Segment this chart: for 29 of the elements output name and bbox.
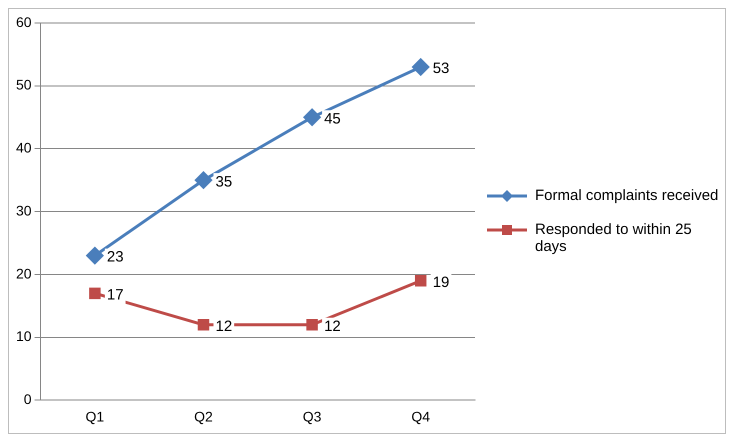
data-label: 35	[215, 173, 232, 190]
data-label: 45	[324, 110, 341, 128]
legend-label: Responded to within 25 days	[535, 221, 693, 255]
point	[198, 319, 210, 331]
y-tick-label: 20	[16, 265, 32, 282]
point	[89, 288, 101, 300]
point	[414, 275, 426, 286]
point	[86, 247, 104, 264]
legend-label: Formal complaints received	[535, 187, 718, 204]
x-tick-label: Q1	[86, 408, 104, 424]
y-tick-label: 60	[16, 14, 32, 30]
x-tick-label: Q2	[194, 408, 214, 424]
y-tick-label: 40	[16, 140, 32, 156]
data-label: 12	[215, 318, 232, 335]
x-tick-label: Q4	[411, 408, 430, 424]
data-label: 19	[432, 274, 450, 291]
y-tick-label: 50	[16, 76, 32, 93]
y-tick-label: 30	[16, 202, 32, 218]
y-tick-label: 10	[16, 328, 32, 344]
data-label: 17	[106, 286, 124, 304]
point	[306, 319, 318, 331]
point	[194, 172, 212, 189]
data-label: 53	[432, 60, 450, 78]
point	[304, 108, 321, 126]
data-label: 23	[106, 248, 124, 266]
point	[412, 58, 430, 76]
y-tick-label: 0	[24, 391, 32, 408]
x-tick-label: Q3	[302, 408, 322, 424]
data-label: 12	[324, 318, 341, 335]
